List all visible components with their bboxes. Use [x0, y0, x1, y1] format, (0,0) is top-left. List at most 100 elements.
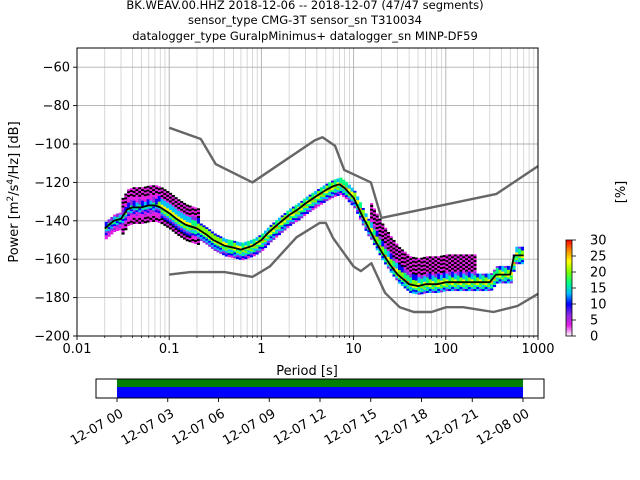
heatmap-cell: [339, 179, 343, 182]
heatmap-cell: [194, 232, 198, 235]
heatmap-cell: [445, 279, 449, 282]
heatmap-cell: [372, 231, 376, 234]
heatmap-cell: [238, 244, 242, 247]
heatmap-cell: [143, 196, 147, 199]
heatmap-cell: [428, 273, 432, 276]
heatmap-cell: [132, 219, 136, 222]
heatmap-cell: [141, 194, 145, 197]
heatmap-cell: [518, 258, 522, 261]
heatmap-cell: [330, 180, 335, 183]
heatmap-cell: [171, 196, 175, 200]
heatmap-cell: [465, 267, 469, 270]
heatmap-cell: [261, 233, 265, 236]
heatmap-cell: [104, 235, 108, 238]
heatmap-cell: [381, 240, 385, 243]
heatmap-cell: [177, 214, 181, 217]
heatmap-cell: [174, 206, 178, 209]
heatmap-cell: [266, 241, 270, 244]
heatmap-cell: [275, 225, 279, 228]
heatmap-cell: [470, 279, 474, 282]
heatmap-cell: [372, 235, 376, 238]
heatmap-cell: [224, 246, 228, 249]
heatmap-cell: [182, 208, 187, 211]
heatmap-cell: [439, 265, 444, 268]
heatmap-cell: [392, 262, 396, 266]
heatmap-cell: [155, 214, 159, 217]
heatmap-cell: [196, 217, 201, 221]
heatmap-cell: [470, 258, 474, 261]
heatmap-cell: [275, 231, 279, 234]
heatmap-cell: [395, 268, 399, 271]
heatmap-cell: [160, 195, 164, 198]
heatmap-cell: [322, 196, 326, 200]
heatmap-cell: [465, 277, 469, 280]
heatmap-cell: [406, 284, 410, 287]
heatmap-cell: [400, 272, 404, 275]
heatmap-cell: [196, 240, 201, 244]
heatmap-cell: [291, 206, 295, 209]
heatmap-cell: [163, 216, 167, 219]
heatmap-cell: [255, 248, 259, 251]
heatmap-cell: [518, 252, 522, 255]
heatmap-cell: [437, 262, 441, 265]
heatmap-cell: [492, 284, 497, 288]
heatmap-cell: [110, 224, 114, 227]
heatmap-cell: [434, 288, 438, 292]
heatmap-cell: [216, 238, 220, 241]
heatmap-cell: [372, 223, 376, 226]
heatmap-cell: [146, 199, 150, 202]
heatmap-cell: [467, 267, 471, 270]
heatmap-cell: [118, 228, 122, 231]
heatmap-cell: [185, 239, 189, 242]
heatmap-cell: [263, 240, 268, 243]
heatmap-cell: [389, 241, 393, 245]
heatmap-cell: [129, 197, 133, 200]
heatmap-cell: [492, 283, 497, 286]
heatmap-cell: [378, 237, 382, 240]
heatmap-cell: [398, 260, 402, 263]
heatmap-cell: [303, 198, 307, 201]
heatmap-cell: [451, 258, 455, 261]
heatmap-cell: [199, 223, 203, 226]
heatmap-cell: [453, 271, 457, 274]
heatmap-cell: [202, 227, 206, 230]
heatmap-cell: [462, 265, 466, 269]
heatmap-cell: [213, 235, 217, 238]
heatmap-cell: [127, 191, 131, 194]
heatmap-cell: [149, 219, 153, 222]
heatmap-cell: [121, 226, 125, 229]
heatmap-cell: [135, 217, 139, 221]
heatmap-cell: [425, 267, 430, 270]
heatmap-cell: [138, 191, 142, 194]
heatmap-cell: [420, 288, 424, 291]
heatmap-cell: [171, 225, 175, 228]
heatmap-cell: [227, 249, 231, 252]
heatmap-cell: [269, 240, 273, 243]
heatmap-cell: [121, 201, 125, 204]
heatmap-cell: [300, 200, 304, 203]
heatmap-cell: [504, 277, 508, 280]
heatmap-cell: [470, 273, 474, 276]
heatmap-cell: [445, 283, 449, 286]
heatmap-cell: [439, 257, 444, 260]
colorbar-tick-label: 5: [590, 314, 598, 329]
heatmap-cell: [400, 249, 404, 252]
heatmap-cell: [423, 258, 427, 261]
heatmap-cell: [135, 204, 139, 207]
heatmap-cell: [269, 234, 273, 237]
heatmap-cell: [180, 226, 184, 229]
heatmap-cell: [473, 283, 477, 286]
heatmap-cell: [177, 222, 181, 225]
heatmap-cell: [199, 233, 203, 236]
series-mode: [104, 183, 524, 288]
heatmap-cell: [188, 220, 192, 223]
heatmap-cell: [180, 206, 184, 209]
heatmap-cell: [180, 204, 184, 208]
heatmap-cell: [188, 222, 192, 225]
heatmap-cell: [470, 285, 474, 288]
heatmap-cell: [389, 236, 393, 239]
heatmap-cell: [118, 222, 122, 225]
heatmap-cell: [411, 291, 416, 294]
heatmap-cell: [473, 287, 477, 290]
